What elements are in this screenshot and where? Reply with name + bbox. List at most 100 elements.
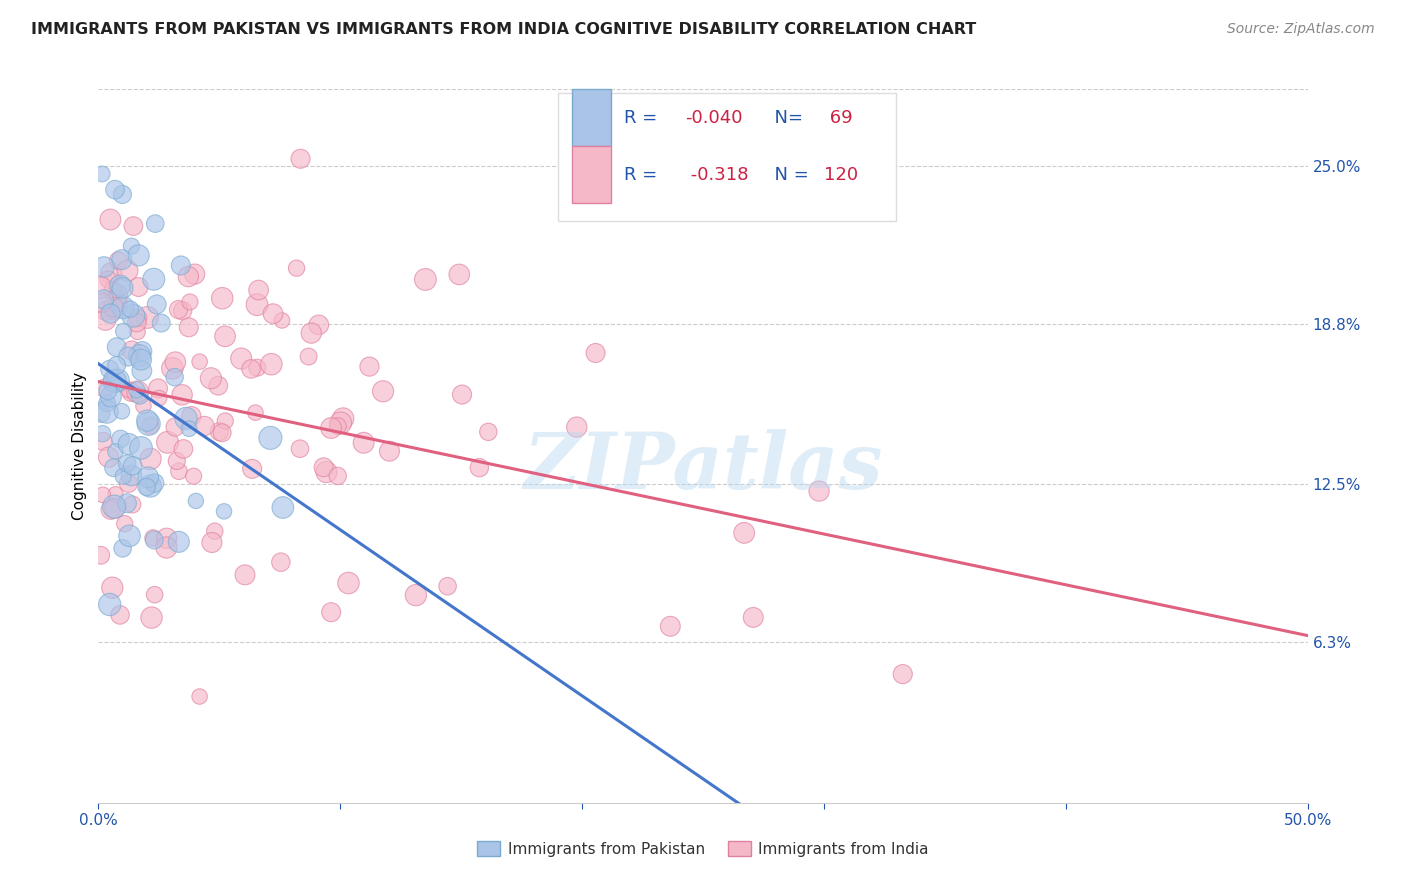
Point	[148, 391, 170, 405]
Point	[184, 494, 207, 508]
Point	[183, 267, 205, 281]
Point	[167, 464, 190, 478]
Point	[207, 378, 229, 392]
Point	[337, 576, 360, 591]
Text: -0.040: -0.040	[685, 109, 742, 127]
Point	[415, 272, 437, 286]
Point	[91, 167, 114, 181]
Point	[167, 534, 190, 549]
Point	[93, 260, 115, 274]
Point	[166, 454, 188, 468]
Point	[129, 352, 152, 367]
Point	[118, 383, 141, 397]
Point	[105, 294, 128, 309]
Point	[93, 293, 115, 307]
Point	[315, 465, 337, 479]
Point	[565, 420, 588, 434]
Point	[146, 381, 169, 395]
Point	[127, 384, 149, 399]
Text: ZIPatlas: ZIPatlas	[523, 429, 883, 506]
Point	[107, 253, 129, 268]
Point	[359, 359, 381, 374]
Point	[200, 371, 222, 385]
Legend: Immigrants from Pakistan, Immigrants from India: Immigrants from Pakistan, Immigrants fro…	[471, 835, 935, 863]
Point	[271, 500, 294, 515]
Point	[127, 311, 149, 326]
Point	[136, 310, 159, 325]
Point	[121, 458, 143, 473]
Point	[143, 533, 166, 547]
Point	[262, 307, 284, 321]
Point	[172, 303, 194, 318]
Point	[240, 462, 263, 476]
Point	[170, 259, 193, 273]
Point	[177, 320, 200, 334]
Point	[111, 404, 134, 418]
Point	[204, 524, 226, 538]
Point	[120, 239, 142, 253]
Point	[111, 541, 134, 556]
Point	[285, 261, 308, 276]
Point	[172, 442, 194, 456]
Point	[132, 399, 155, 413]
Point	[112, 469, 135, 483]
Point	[451, 387, 474, 401]
Point	[246, 298, 269, 312]
Point	[139, 451, 162, 466]
Point	[659, 619, 682, 633]
Point	[177, 269, 200, 284]
Point	[120, 302, 142, 317]
Text: R =: R =	[624, 166, 664, 184]
Point	[321, 605, 343, 619]
Point	[96, 405, 118, 419]
Point	[246, 360, 269, 375]
Point	[121, 343, 143, 358]
Point	[172, 388, 194, 402]
Point	[103, 302, 125, 317]
Point	[114, 516, 136, 531]
Point	[101, 581, 124, 595]
Point	[107, 374, 129, 388]
Point	[142, 531, 165, 545]
Point	[138, 417, 160, 431]
Point	[94, 313, 117, 327]
Point	[108, 278, 131, 293]
Point	[180, 409, 202, 424]
Point	[90, 280, 112, 294]
Point	[259, 431, 281, 445]
Point	[139, 418, 162, 433]
Point	[101, 375, 124, 389]
Point	[179, 295, 201, 310]
Point	[321, 421, 343, 435]
Point	[449, 268, 471, 282]
Point	[91, 426, 114, 441]
Text: 120: 120	[824, 166, 858, 184]
Point	[214, 414, 236, 428]
Point	[145, 297, 167, 311]
Point	[128, 389, 150, 403]
Point	[120, 468, 142, 483]
Point	[150, 316, 173, 330]
Point	[177, 422, 200, 436]
Point	[111, 281, 134, 295]
Point	[378, 444, 401, 458]
Point	[104, 183, 127, 197]
Point	[155, 541, 177, 555]
Point	[143, 588, 166, 602]
Point	[103, 300, 125, 314]
Point	[94, 304, 117, 318]
FancyBboxPatch shape	[558, 93, 897, 221]
Point	[162, 361, 184, 376]
Point	[125, 383, 148, 397]
Point	[128, 248, 150, 262]
Point	[117, 350, 139, 364]
Point	[174, 411, 197, 425]
Point	[122, 219, 145, 233]
Point	[131, 364, 153, 378]
Point	[240, 362, 263, 376]
Text: IMMIGRANTS FROM PAKISTAN VS IMMIGRANTS FROM INDIA COGNITIVE DISABILITY CORRELATI: IMMIGRANTS FROM PAKISTAN VS IMMIGRANTS F…	[31, 22, 976, 37]
Point	[104, 487, 127, 501]
Point	[127, 325, 149, 339]
Point	[104, 374, 127, 388]
Point	[115, 457, 138, 471]
